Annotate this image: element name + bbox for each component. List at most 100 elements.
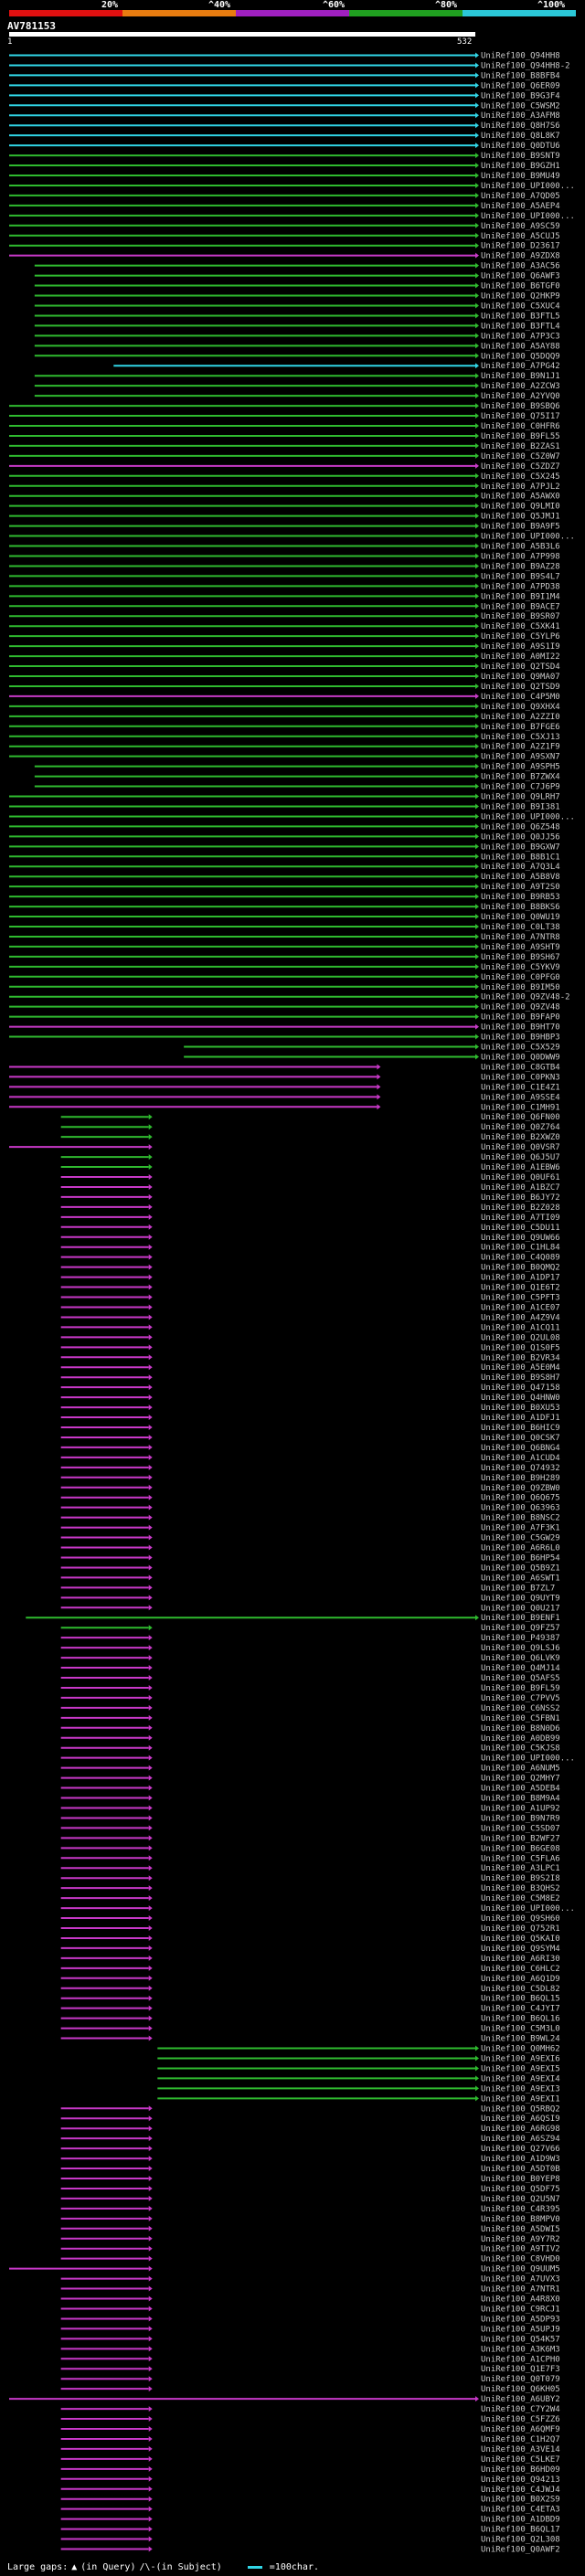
hit-label[interactable]: UniRef100_A5DP93	[481, 2315, 560, 2324]
hit-label[interactable]: UniRef100_Q6BNG4	[481, 1444, 560, 1453]
hit-label[interactable]: UniRef100_A4R8X0	[481, 2295, 560, 2305]
hit-label[interactable]: UniRef100_C7PVV5	[481, 1694, 560, 1703]
hit-label[interactable]: UniRef100_A7NTR8	[481, 933, 560, 942]
hit-label[interactable]: UniRef100_Q0AWF2	[481, 2546, 560, 2555]
hit-label[interactable]: UniRef100_A7PJL2	[481, 482, 560, 492]
hit-label[interactable]: UniRef100_Q9UW66	[481, 1234, 560, 1243]
hit-label[interactable]: UniRef100_A1BZC7	[481, 1183, 560, 1193]
hit-label[interactable]: UniRef100_A1D9W3	[481, 2155, 560, 2164]
hit-label[interactable]: UniRef100_Q5KAI0	[481, 1935, 560, 1944]
hit-label[interactable]: UniRef100_A5CUJ5	[481, 232, 560, 241]
hit-label[interactable]: UniRef100_Q8H7S6	[481, 122, 560, 131]
hit-label[interactable]: UniRef100_Q0DWW9	[481, 1053, 560, 1062]
hit-label[interactable]: UniRef100_Q0U217	[481, 1604, 560, 1613]
hit-label[interactable]: UniRef100_Q4MJ14	[481, 1664, 560, 1673]
hit-label[interactable]: UniRef100_A9TIV2	[481, 2245, 560, 2254]
hit-label[interactable]: UniRef100_C5PFT3	[481, 1294, 560, 1303]
hit-label[interactable]: UniRef100_A3LPC1	[481, 1864, 560, 1873]
hit-label[interactable]: UniRef100_B9GXW7	[481, 843, 560, 852]
hit-label[interactable]: UniRef100_A5B8V8	[481, 873, 560, 882]
hit-label[interactable]: UniRef100_C5XUC4	[481, 302, 560, 311]
hit-label[interactable]: UniRef100_C9RCJ1	[481, 2305, 560, 2314]
hit-label[interactable]: UniRef100_C5GW29	[481, 1534, 560, 1543]
hit-label[interactable]: UniRef100_Q9UYT9	[481, 1594, 560, 1603]
hit-label[interactable]: UniRef100_Q5AFS5	[481, 1674, 560, 1683]
hit-label[interactable]: UniRef100_B3FTL4	[481, 322, 560, 331]
hit-label[interactable]: UniRef100_A9SPH5	[481, 763, 560, 772]
hit-label[interactable]: UniRef100_A7P3C3	[481, 332, 560, 341]
hit-label[interactable]: UniRef100_B6QL16	[481, 2015, 560, 2024]
hit-label[interactable]: UniRef100_A7F3K1	[481, 1524, 560, 1533]
hit-label[interactable]: UniRef100_Q74932	[481, 1464, 560, 1473]
hit-label[interactable]: UniRef100_C5SD07	[481, 1824, 560, 1833]
hit-label[interactable]: UniRef100_A7TI09	[481, 1214, 560, 1223]
hit-label[interactable]: UniRef100_Q9ZV48	[481, 1003, 560, 1012]
hit-label[interactable]: UniRef100_Q0DTU6	[481, 142, 560, 151]
hit-label[interactable]: UniRef100_C0HFR6	[481, 422, 560, 431]
hit-label[interactable]: UniRef100_A7PD38	[481, 582, 560, 591]
hit-label[interactable]: UniRef100_Q9UUM5	[481, 2265, 560, 2274]
hit-label[interactable]: UniRef100_A3VE14	[481, 2445, 560, 2454]
hit-label[interactable]: UniRef100_A5UPJ9	[481, 2325, 560, 2334]
hit-label[interactable]: UniRef100_A9EXI4	[481, 2074, 560, 2083]
hit-label[interactable]: UniRef100_C4P5M0	[481, 693, 560, 702]
hit-label[interactable]: UniRef100_C4JYI7	[481, 2005, 560, 2014]
hit-label[interactable]: UniRef100_A5DT0B	[481, 2165, 560, 2174]
hit-label[interactable]: UniRef100_UPI000...	[481, 533, 575, 542]
hit-label[interactable]: UniRef100_C0LT38	[481, 923, 560, 932]
hit-label[interactable]: UniRef100_Q0T079	[481, 2375, 560, 2384]
hit-label[interactable]: UniRef100_A5DEB4	[481, 1785, 560, 1794]
hit-label[interactable]: UniRef100_Q752R1	[481, 1924, 560, 1934]
hit-label[interactable]: UniRef100_D23617	[481, 242, 560, 251]
hit-label[interactable]: UniRef100_C1E4Z1	[481, 1083, 560, 1092]
hit-label[interactable]: UniRef100_B7FGE6	[481, 723, 560, 732]
hit-label[interactable]: UniRef100_A3AFM8	[481, 111, 560, 121]
hit-label[interactable]: UniRef100_Q2TSD9	[481, 683, 560, 692]
hit-label[interactable]: UniRef100_A5E0M4	[481, 1363, 560, 1373]
hit-label[interactable]: UniRef100_B8BKS6	[481, 903, 560, 912]
hit-label[interactable]: UniRef100_B3FTL5	[481, 312, 560, 321]
hit-label[interactable]: UniRef100_Q6J5U7	[481, 1153, 560, 1162]
hit-label[interactable]: UniRef100_Q0VSR7	[481, 1143, 560, 1152]
hit-label[interactable]: UniRef100_B6HP54	[481, 1553, 560, 1563]
hit-label[interactable]: UniRef100_A2ZZI0	[481, 713, 560, 722]
hit-label[interactable]: UniRef100_Q2L308	[481, 2536, 560, 2545]
hit-label[interactable]: UniRef100_A9SC59	[481, 222, 560, 231]
hit-label[interactable]: UniRef100_Q2TSD4	[481, 663, 560, 672]
hit-label[interactable]: UniRef100_Q27V66	[481, 2145, 560, 2154]
hit-label[interactable]: UniRef100_B2Z028	[481, 1203, 560, 1213]
hit-label[interactable]: UniRef100_B9N7R9	[481, 1814, 560, 1823]
hit-label[interactable]: UniRef100_Q5B9Z1	[481, 1564, 560, 1573]
hit-label[interactable]: UniRef100_C7J6P9	[481, 783, 560, 792]
hit-label[interactable]: UniRef100_Q9MA07	[481, 673, 560, 682]
hit-label[interactable]: UniRef100_B2XWZ0	[481, 1133, 560, 1142]
hit-label[interactable]: UniRef100_A6SZ94	[481, 2135, 560, 2144]
hit-label[interactable]: UniRef100_A9EXI1	[481, 2094, 560, 2104]
hit-label[interactable]: UniRef100_B9FAP0	[481, 1013, 560, 1023]
hit-label[interactable]: UniRef100_A5AEP4	[481, 202, 560, 211]
hit-label[interactable]: UniRef100_A5AY88	[481, 342, 560, 351]
hit-label[interactable]: UniRef100_A6SWT1	[481, 1574, 560, 1583]
hit-label[interactable]: UniRef100_UPI000...	[481, 212, 575, 221]
hit-label[interactable]: UniRef100_B8B1C1	[481, 853, 560, 862]
hit-label[interactable]: UniRef100_A7NTR1	[481, 2285, 560, 2295]
hit-label[interactable]: UniRef100_A6RG98	[481, 2125, 560, 2134]
hit-label[interactable]: UniRef100_B8N0D6	[481, 1724, 560, 1733]
hit-label[interactable]: UniRef100_Q2MHY7	[481, 1775, 560, 1784]
hit-label[interactable]: UniRef100_C5X529	[481, 1044, 560, 1053]
hit-label[interactable]: UniRef100_B9I381	[481, 802, 560, 811]
hit-label[interactable]: UniRef100_B9ACE7	[481, 602, 560, 611]
hit-label[interactable]: UniRef100_Q0MH62	[481, 2045, 560, 2054]
hit-label[interactable]: UniRef100_A2YVQ0	[481, 392, 560, 401]
hit-label[interactable]: UniRef100_C7Y2W4	[481, 2405, 560, 2414]
hit-label[interactable]: UniRef100_Q5RBQ2	[481, 2104, 560, 2114]
hit-label[interactable]: UniRef100_Q6KH05	[481, 2385, 560, 2394]
hit-label[interactable]: UniRef100_B9IM50	[481, 983, 560, 992]
hit-label[interactable]: UniRef100_B7ZL7	[481, 1584, 555, 1593]
hit-label[interactable]: UniRef100_B9H289	[481, 1474, 560, 1483]
hit-label[interactable]: UniRef100_A1CQ11	[481, 1323, 560, 1332]
hit-label[interactable]: UniRef100_C5FBN1	[481, 1714, 560, 1723]
hit-label[interactable]: UniRef100_A3AC56	[481, 262, 560, 271]
hit-label[interactable]: UniRef100_B0YEP8	[481, 2175, 560, 2184]
hit-label[interactable]: UniRef100_Q9SYM4	[481, 1945, 560, 1954]
